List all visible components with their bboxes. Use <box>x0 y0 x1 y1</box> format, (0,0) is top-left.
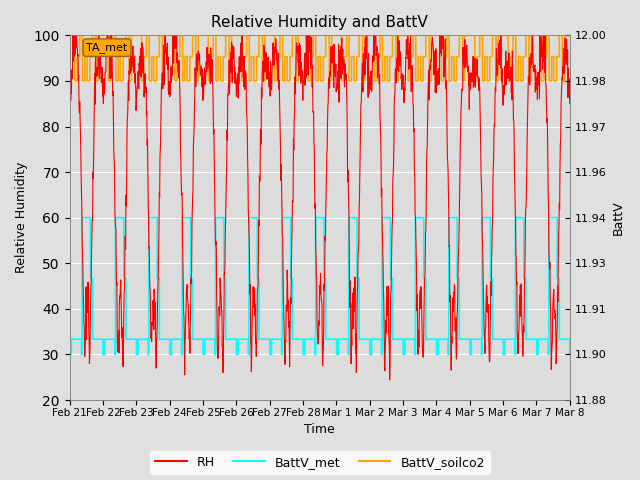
Y-axis label: BattV: BattV <box>612 200 625 235</box>
Legend: RH, BattV_met, BattV_soilco2: RH, BattV_met, BattV_soilco2 <box>150 451 490 474</box>
X-axis label: Time: Time <box>304 423 335 436</box>
Text: TA_met: TA_met <box>86 42 127 53</box>
Y-axis label: Relative Humidity: Relative Humidity <box>15 162 28 273</box>
Title: Relative Humidity and BattV: Relative Humidity and BattV <box>211 15 428 30</box>
